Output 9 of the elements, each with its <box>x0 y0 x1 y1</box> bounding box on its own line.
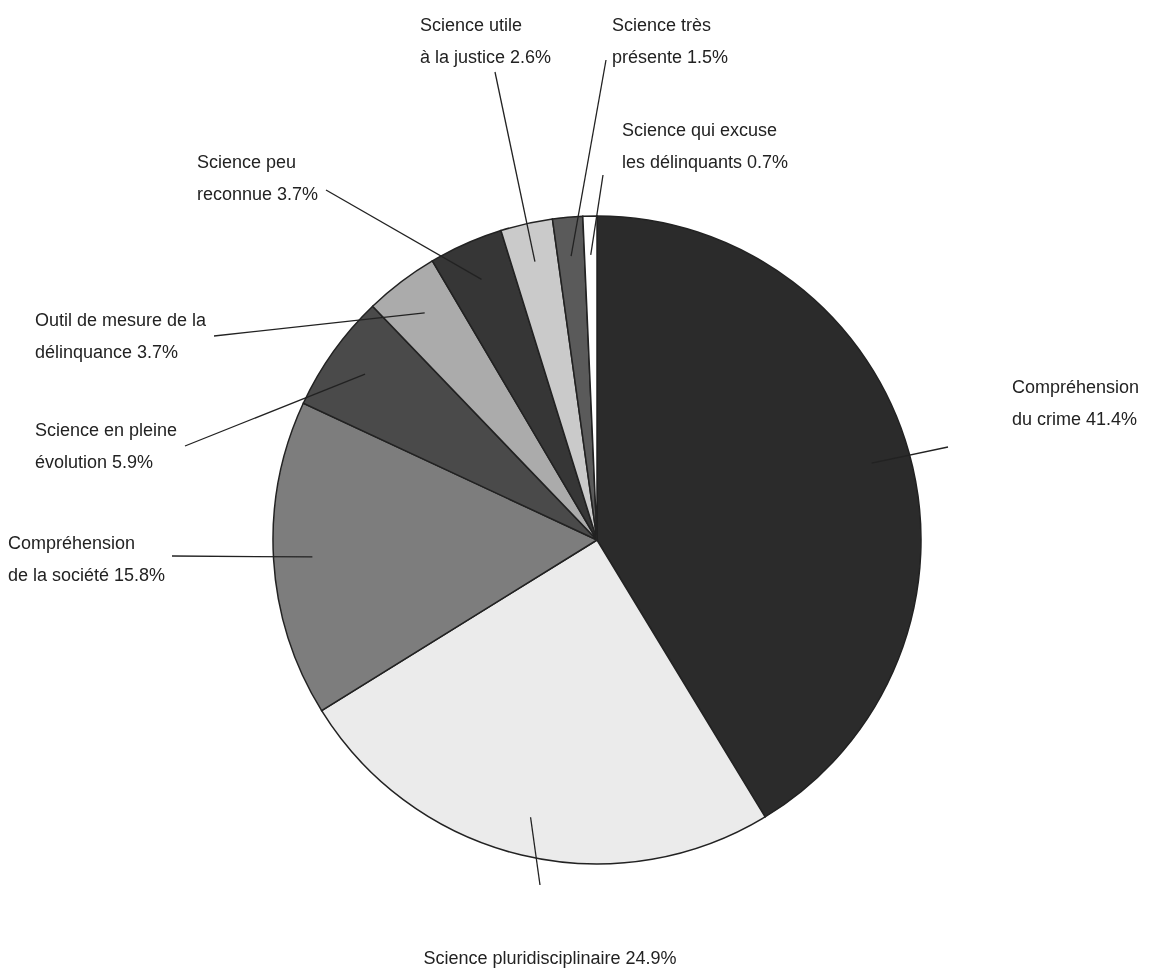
slice-label: Science très présente 1.5% <box>612 15 729 67</box>
slice-label: Compréhension du crime 41.4% <box>1012 377 1140 429</box>
slice-label: Outil de mesure de la délinquance 3.7% <box>35 310 208 362</box>
slice-label: Science utile à la justice 2.6% <box>420 15 552 67</box>
slice-label: Science en pleine évolution 5.9% <box>35 420 178 472</box>
slice-label: Science qui excuse les délinquants 0.7% <box>622 120 789 172</box>
slice-label: Science peu reconnue 3.7% <box>197 152 319 204</box>
slice-label: Compréhension de la société 15.8% <box>8 533 166 585</box>
slice-label: Science pluridisciplinaire 24.9% <box>423 948 677 968</box>
